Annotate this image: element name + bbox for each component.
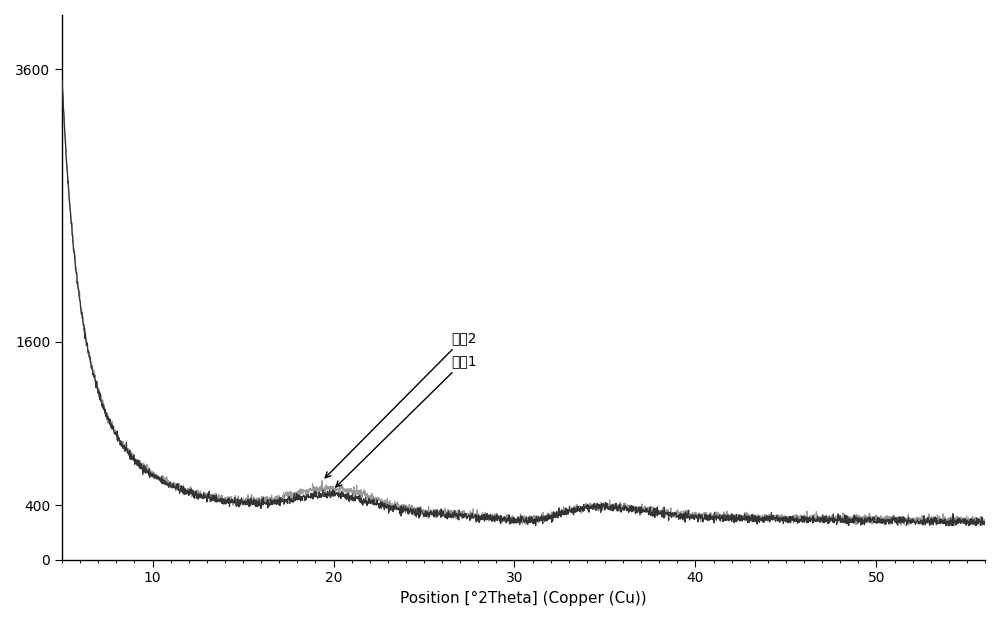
Text: 样品1: 样品1 (336, 354, 477, 487)
Text: 样品2: 样品2 (325, 331, 477, 478)
X-axis label: Position [°2Theta] (Copper (Cu)): Position [°2Theta] (Copper (Cu)) (400, 591, 647, 606)
